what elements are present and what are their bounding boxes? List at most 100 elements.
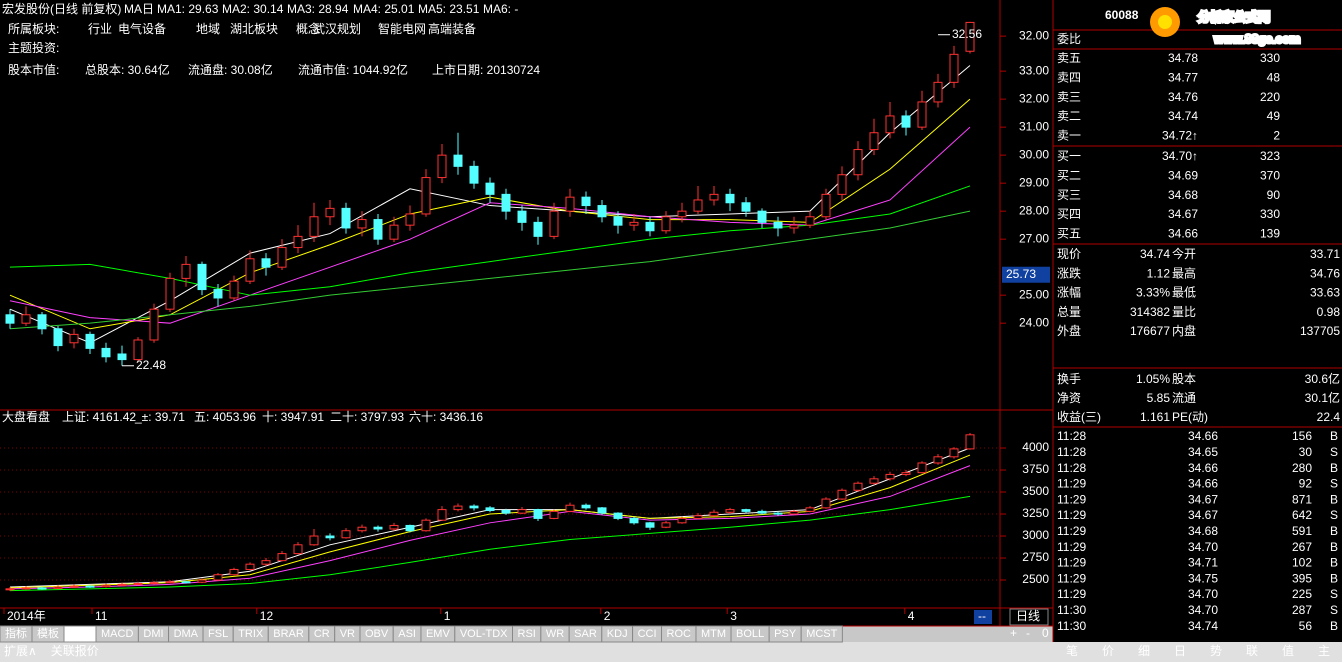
sector: 概念 — [296, 21, 320, 36]
book-price: 34.68 — [1168, 188, 1198, 202]
candle-body — [5, 314, 15, 324]
trade-side: B — [1330, 540, 1338, 554]
tab[interactable]: MCST — [806, 628, 837, 640]
tab[interactable]: CR — [314, 628, 330, 640]
tab[interactable]: WR — [546, 628, 564, 640]
book-price: 34.72↑ — [1162, 128, 1198, 142]
sector: 高端装备 — [428, 21, 476, 36]
trade-time: 11:29 — [1057, 477, 1086, 491]
book-volume: 370 — [1260, 168, 1280, 182]
tab[interactable]: DMA — [174, 628, 199, 640]
quote-tab[interactable]: 价 — [1102, 644, 1114, 658]
tab[interactable]: OBV — [365, 628, 389, 640]
stat-value: 33.63 — [1310, 286, 1340, 300]
y-tick-label: 2750 — [1022, 550, 1049, 564]
stat-value: 30.1亿 — [1305, 390, 1340, 405]
candle-body — [773, 221, 783, 229]
stat-value: 1.12 — [1147, 266, 1171, 280]
candle-body — [629, 517, 639, 524]
zoom-control[interactable]: 0 — [1042, 626, 1049, 640]
ma-value: MA2: 30.14 — [222, 2, 284, 16]
candle-body — [309, 216, 319, 237]
tab[interactable]: 模板 — [37, 626, 59, 640]
candle-body — [229, 280, 239, 299]
tab[interactable]: BRAR — [273, 628, 304, 640]
candle-body — [101, 584, 111, 588]
candle-body — [181, 263, 191, 279]
candle-body — [453, 505, 463, 511]
quote-tab[interactable]: 主 — [1318, 644, 1330, 658]
candle-body — [117, 583, 127, 586]
tab[interactable]: 指标 — [5, 626, 27, 640]
trade-side: S — [1330, 445, 1338, 459]
candle-body — [821, 193, 831, 218]
tab[interactable]: 全部 — [69, 626, 91, 640]
tab[interactable]: DMI — [143, 628, 163, 640]
footer-item[interactable]: 关联报价 — [51, 643, 99, 658]
quote-tab[interactable]: 值 — [1282, 643, 1294, 658]
candle-body — [277, 553, 287, 562]
quote-tab[interactable]: 日 — [1174, 644, 1186, 658]
index-header: 二十: 3797.93 — [330, 410, 404, 424]
candle-body — [421, 519, 431, 532]
book-label: 买五 — [1057, 226, 1081, 240]
tab[interactable]: VR — [340, 628, 355, 640]
candle-body — [325, 207, 335, 218]
tab[interactable]: MACD — [101, 628, 133, 640]
stat-label: 净资 — [1057, 391, 1081, 405]
tab[interactable]: VOL-TDX — [460, 628, 508, 640]
candle-body — [613, 512, 623, 519]
candle-body — [181, 581, 191, 584]
stat-value: 1.05% — [1136, 372, 1170, 386]
book-price: 34.78 — [1168, 51, 1198, 65]
stat-label: 内盘 — [1172, 323, 1196, 338]
nav-box[interactable] — [974, 610, 992, 624]
tab[interactable]: KDJ — [607, 628, 628, 640]
candle-body — [437, 509, 447, 521]
candle-body — [389, 224, 399, 240]
candle-body — [149, 582, 159, 585]
y-tick-label: 33.00 — [1019, 63, 1049, 77]
candle-body — [69, 333, 79, 344]
stat-label: 换手 — [1057, 372, 1081, 386]
candle-body — [485, 507, 495, 511]
tab[interactable]: BOLL — [736, 628, 764, 640]
tab[interactable]: SAR — [574, 628, 597, 640]
nav-button[interactable]: -- — [978, 609, 986, 623]
tab[interactable]: EMV — [426, 628, 451, 640]
stat-value: 30.6亿 — [1305, 371, 1340, 386]
book-volume: 330 — [1260, 207, 1280, 221]
candle-body — [933, 81, 943, 103]
candle-body — [917, 101, 927, 128]
ma-value: MA4: 25.01 — [353, 2, 415, 16]
book-price: 34.66 — [1168, 226, 1198, 240]
quote-tab[interactable]: 联 — [1246, 644, 1258, 658]
y-tick-label: 3000 — [1022, 528, 1049, 542]
candle-body — [357, 219, 367, 229]
quote-tab[interactable]: 细 — [1138, 644, 1150, 658]
stat-label: 最低 — [1172, 286, 1196, 300]
trade-time: 11:29 — [1057, 524, 1086, 538]
sector: 电气设备 — [118, 21, 166, 36]
zoom-control[interactable]: - — [1026, 626, 1030, 640]
trade-price: 34.70 — [1188, 540, 1218, 554]
candle-body — [37, 587, 47, 590]
x-tick-label: 2 — [604, 609, 611, 623]
tab[interactable]: PSY — [774, 628, 797, 640]
footer-item[interactable]: 扩展∧ — [4, 644, 37, 658]
tab[interactable]: FSL — [208, 628, 228, 640]
index-header: 上证: 4161.42 — [62, 410, 136, 424]
tab[interactable]: MTM — [701, 628, 726, 640]
zoom-control[interactable]: + — [1010, 626, 1017, 640]
candle-body — [661, 522, 671, 528]
tab[interactable]: CCI — [638, 628, 657, 640]
quote-tab-bar — [1053, 642, 1342, 662]
tab[interactable]: ASI — [398, 628, 416, 640]
trade-volume: 267 — [1292, 540, 1312, 554]
quote-tab[interactable]: 势 — [1210, 644, 1222, 658]
candle-body — [709, 511, 719, 517]
quote-tab[interactable]: 笔 — [1066, 643, 1078, 658]
tab[interactable]: RSI — [518, 628, 536, 640]
tab[interactable]: TRIX — [238, 628, 264, 640]
tab[interactable]: ROC — [667, 628, 692, 640]
